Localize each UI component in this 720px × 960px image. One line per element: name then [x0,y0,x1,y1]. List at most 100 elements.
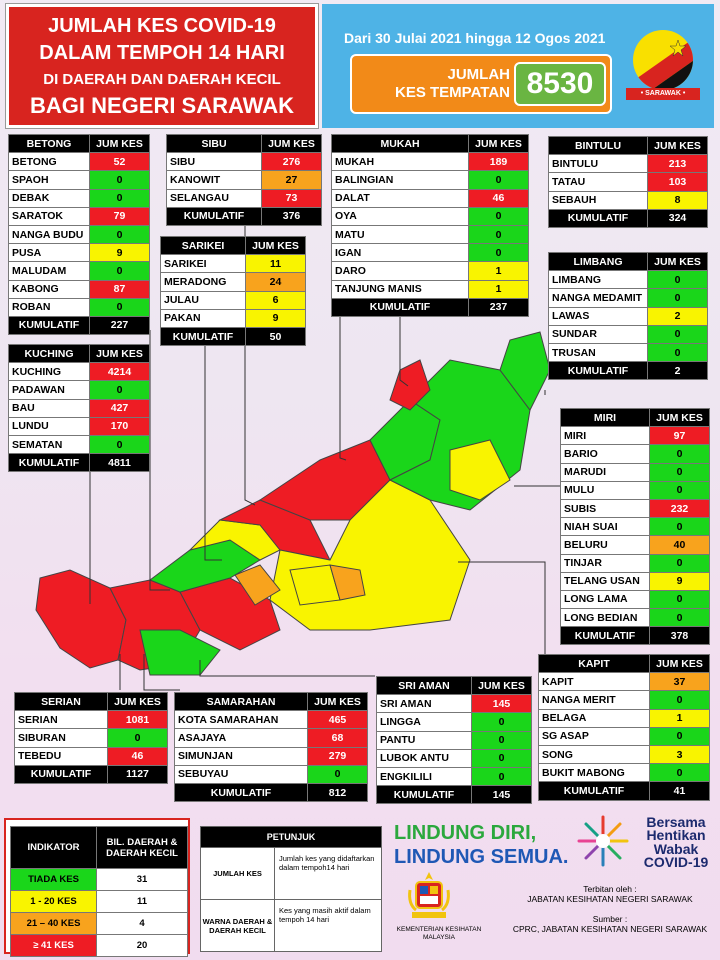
district-name: KUCHING [8,362,90,382]
district-name: ASAJAYA [174,728,308,748]
district-name: BARIO [560,444,650,464]
campaign-line-4: COVID-19 [643,853,709,870]
division-col-header: JUM KES [647,135,708,156]
division-col-header: JUM KES [468,133,529,154]
district-name: MIRI [560,426,650,446]
district-name: NANGA MEDAMIT [548,288,648,308]
division-col-header: JUM KES [649,653,710,674]
division-table-limbang: LIMBANG JUM KES LIMBANG 0 NANGA MEDAMIT 0 LAWA… [548,251,708,381]
district-name: SELANGAU [166,188,262,208]
table-row: JULAU 6 [160,290,306,310]
cumulative-value-kapit: 41 [649,781,710,801]
district-cases: 0 [89,297,150,317]
petunjuk-term-1: JUMLAH KES [201,848,275,899]
district-cases: 40 [649,535,710,555]
division-name-miri: MIRI [560,407,650,428]
cumulative-label: KUMULATIF [376,785,472,805]
table-row: PANTU 0 [376,730,532,750]
cumulative-label: KUMULATIF [8,315,90,336]
division-name-sarikei: SARIKEI [160,235,246,256]
district-cases: 232 [649,498,710,519]
table-row: KANOWIT 27 [166,170,322,190]
district-name: KAPIT [538,672,650,692]
table-row: SARATOK 79 [8,206,150,226]
table-row: SEBUYAU 0 [174,764,368,784]
district-cases: 0 [647,324,708,344]
table-row: OYA 0 [331,206,529,226]
district-name: JULAU [160,290,246,310]
source-name: CPRC, JABATAN KESIHATAN NEGERI SARAWAK [512,924,708,934]
district-name: MERADONG [160,272,246,292]
table-row: SELANGAU 73 [166,188,322,208]
district-cases: 97 [649,426,710,446]
division-table-sibu: SIBU JUM KES SIBU 276 KANOWIT 27 SELANGAU 73 KUM… [166,133,322,226]
cumulative-label: KUMULATIF [174,782,308,803]
district-name: MULU [560,480,650,500]
district-cases: 0 [307,764,368,784]
district-cases: 1081 [107,710,168,730]
legend-count: 11 [96,890,188,913]
table-row: KABONG 87 [8,279,150,299]
cumulative-label: KUMULATIF [14,764,108,784]
publisher-block: Terbitan oleh : JABATAN KESIHATAN NEGERI… [510,884,710,904]
legend-row: ≥ 41 KES 20 [10,934,188,957]
flag-label: • SARAWAK • [626,88,700,100]
publisher-name: JABATAN KESIHATAN NEGERI SARAWAK [527,894,693,904]
table-row: SPAOH 0 [8,170,150,190]
table-row: BALINGIAN 0 [331,170,529,190]
district-cases: 0 [89,224,150,245]
district-name: SEMATAN [8,434,90,455]
table-row: BARIO 0 [560,444,710,464]
district-cases: 9 [649,571,710,591]
cumulative-value-bintulu: 324 [647,208,708,228]
district-name: MUKAH [331,152,469,172]
division-name-limbang: LIMBANG [548,251,648,272]
map-region-kuching [35,569,127,669]
district-cases: 37 [649,672,710,692]
campaign-virus-icon [577,815,629,867]
division-name-mukah: MUKAH [331,133,469,154]
district-cases: 2 [647,306,708,326]
district-cases: 189 [468,152,529,172]
slogan-line-2: LINDUNG SEMUA. [394,846,569,868]
cumulative-label: KUMULATIF [8,453,90,473]
map-region-telang-usan [449,439,511,501]
district-cases: 3 [649,744,710,765]
date-range: Dari 30 Julai 2021 hingga 12 Ogos 2021 [344,30,606,46]
district-cases: 279 [307,746,368,766]
petunjuk-box: PETUNJUK JUMLAH KES Jumlah kes yang dida… [200,826,382,952]
district-name: PUSA [8,243,90,263]
district-name: TINJAR [560,553,650,573]
table-row: MARUDI 0 [560,462,710,482]
table-row: SIBURAN 0 [14,728,168,748]
division-col-header: JUM KES [261,133,322,154]
table-row: IGAN 0 [331,243,529,263]
district-name: SRI AMAN [376,694,472,714]
division-col-header: JUM KES [89,343,150,364]
district-cases: 0 [647,342,708,363]
district-cases: 0 [649,553,710,573]
district-name: PADAWAN [8,380,90,400]
district-name: ENGKILILI [376,766,472,787]
district-cases: 11 [245,254,306,274]
district-cases: 46 [107,746,168,766]
district-cases: 0 [649,462,710,482]
legend-col-count: BIL. DAERAH & DAERAH KECIL [96,826,188,869]
source-block: Sumber : CPRC, JABATAN KESIHATAN NEGERI … [510,914,710,934]
cumulative-label: KUMULATIF [166,206,262,226]
cumulative-value-betong: 227 [89,315,150,336]
table-row: PAKAN 9 [160,308,306,328]
district-cases: 24 [245,272,306,292]
petunjuk-desc-1: Jumlah kes yang didaftarkan dalam tempoh… [279,854,375,872]
title-line-1: JUMLAH KES COVID-19 [48,15,276,37]
petunjuk-title: PETUNJUK [201,827,381,847]
division-table-sarikei: SARIKEI JUM KES SARIKEI 11 MERADONG 24 JULAU 6 P… [160,235,306,347]
legend-indicator: 1 - 20 KES [10,890,97,913]
title-line-2: DALAM TEMPOH 14 HARI [39,42,285,64]
district-name: BETONG [8,152,90,172]
district-name: BAU [8,398,90,418]
table-row: LONG BEDIAN 0 [560,608,710,628]
district-name: NIAH SUAI [560,517,650,537]
district-cases: 0 [471,748,532,768]
table-row: SUNDAR 0 [548,324,708,344]
